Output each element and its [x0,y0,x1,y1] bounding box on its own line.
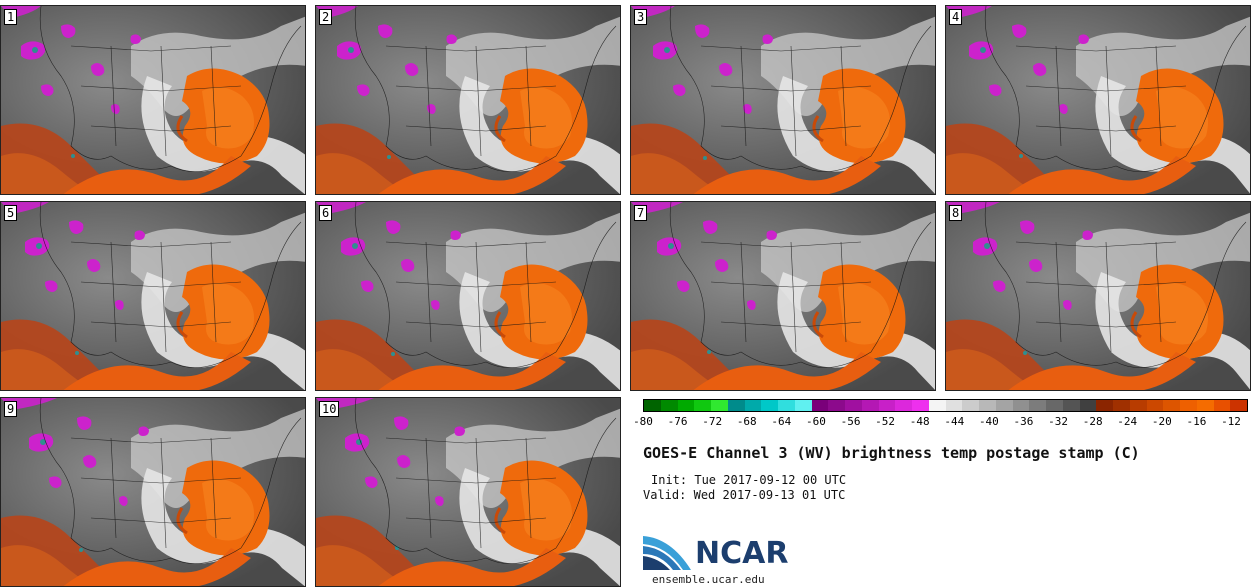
colorbar-tick-label: -52 [875,415,896,428]
map-panel-5: 5 [0,201,306,391]
colorbar-tick-label: -44 [944,415,965,428]
colorbar-swatch [1180,400,1197,411]
colorbar-tick-label: -56 [840,415,861,428]
map-panel-10: 10 [315,397,621,587]
colorbar-swatch [811,400,829,411]
colorbar-swatch [1012,400,1030,411]
colorbar-swatch [711,400,728,411]
panel-number: 8 [949,205,963,221]
colorbar-tick-label: -20 [1151,415,1172,428]
colorbar-swatch [979,400,996,411]
colorbar-tick-label: -80 [633,415,653,428]
colorbar-swatch [861,400,879,411]
colorbar-swatch [660,400,678,411]
panel-number: 7 [634,205,648,221]
water-vapor-map [631,6,935,194]
init-line: Init: Tue 2017-09-12 00 UTC [651,473,846,487]
colorbar-tick-label: -16 [1186,415,1207,428]
map-panel-1: 1 [0,5,306,195]
colorbar-swatch [1062,400,1080,411]
water-vapor-map [316,6,620,194]
colorbar-swatch [912,400,929,411]
water-vapor-map [946,6,1250,194]
colorbar-tick-label: -48 [909,415,930,428]
colorbar-tick-label: -76 [667,415,688,428]
panel-number: 6 [319,205,333,221]
map-panel-4: 4 [945,5,1251,195]
water-vapor-map [1,202,305,390]
water-vapor-map [946,202,1250,390]
colorbar-swatch [1046,400,1063,411]
init-value: Tue 2017-09-12 00 UTC [694,473,847,487]
colorbar-tick-label: -24 [1117,415,1138,428]
water-vapor-map [631,202,935,390]
colorbar-swatch [895,400,912,411]
colorbar-swatch [1079,400,1097,411]
map-panel-9: 9 [0,397,306,587]
ncar-logo-text: NCAR [695,536,789,571]
colorbar-swatch [995,400,1013,411]
map-panel-6: 6 [315,201,621,391]
colorbar-swatch [1029,400,1046,411]
panel-number: 10 [319,401,340,417]
colorbar-swatch [1096,400,1113,411]
colorbar-tick-label: -60 [806,415,826,428]
colorbar-swatch [1230,400,1247,411]
colorbar-tick-label: -68 [736,415,757,428]
colorbar-swatch [962,400,979,411]
colorbar-swatch [794,400,812,411]
colorbar-swatch [677,400,695,411]
colorbar-swatch [1196,400,1214,411]
init-label: Init: [651,473,688,487]
colorbar-tick-label: -72 [702,415,723,428]
colorbar-tick-label: -32 [1048,415,1068,428]
colorbar-swatch [778,400,795,411]
colorbar-tick-label: -36 [1013,415,1034,428]
panel-number: 4 [949,9,963,25]
valid-value: Wed 2017-09-13 01 UTC [693,488,846,502]
valid-label: Valid: [643,488,687,502]
colorbar-tick-label: -12 [1221,415,1241,428]
colorbar-tick-label: -64 [771,415,792,428]
colorbar-swatch [845,400,862,411]
panel-number: 5 [4,205,18,221]
ncar-logo: NCAR [643,530,813,580]
water-vapor-map [1,398,305,586]
colorbar-swatch [1129,400,1147,411]
ncar-logo-icon [643,536,691,570]
colorbar-swatch [878,400,896,411]
water-vapor-map [316,398,620,586]
map-panel-8: 8 [945,201,1251,391]
colorbar-swatch [644,400,661,411]
valid-line: Valid: Wed 2017-09-13 01 UTC [643,488,845,502]
panel-number: 3 [634,9,648,25]
panel-number: 1 [4,9,18,25]
colorbar-swatch [1113,400,1130,411]
ncar-url: ensemble.ucar.edu [652,573,765,586]
colorbar-swatch [761,400,778,411]
map-panel-3: 3 [630,5,936,195]
colorbar-swatch [694,400,711,411]
colorbar-swatch [1213,400,1231,411]
colorbar-swatch [1146,400,1164,411]
colorbar-swatch [1163,400,1180,411]
figure-title: GOES-E Channel 3 (WV) brightness temp po… [643,444,1140,462]
colorbar-swatch [828,400,845,411]
colorbar-swatch [727,400,745,411]
colorbar [643,399,1248,412]
colorbar-swatch [744,400,762,411]
colorbar-tick-label: -28 [1082,415,1103,428]
water-vapor-map [316,202,620,390]
map-panel-2: 2 [315,5,621,195]
panel-number: 9 [4,401,18,417]
panel-number: 2 [319,9,333,25]
map-panel-7: 7 [630,201,936,391]
colorbar-swatch [928,400,946,411]
colorbar-tick-label: -40 [978,415,999,428]
water-vapor-map [1,6,305,194]
colorbar-swatch [945,400,963,411]
